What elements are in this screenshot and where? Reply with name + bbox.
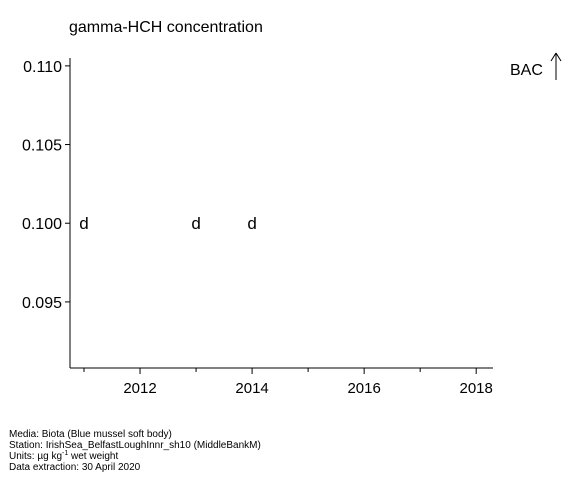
y-tick-label: 0.110 [23, 59, 62, 76]
x-tick-label: 2016 [347, 380, 380, 397]
metadata-footer: Media: Biota (Blue mussel soft body) Sta… [9, 429, 261, 473]
bac-label-text: BAC [510, 62, 543, 79]
chart-title: gamma-HCH concentration [69, 19, 263, 36]
x-tick-label: 2018 [460, 380, 493, 397]
y-tick-label: 0.100 [22, 216, 62, 233]
footer-media: Media: Biota (Blue mussel soft body) [9, 429, 172, 440]
footer-units: Units: µg kg-1 wet weight [9, 450, 261, 462]
data-point: d [247, 214, 256, 233]
up-arrow-icon [550, 52, 562, 80]
footer-extraction: Data extraction: 30 April 2020 [9, 462, 141, 473]
data-point: d [191, 214, 200, 233]
y-tick-label: 0.095 [22, 295, 62, 312]
bac-annotation: BAC [510, 51, 562, 81]
footer-units-suffix: wet weight [68, 451, 119, 462]
footer-units-prefix: Units: µg kg [9, 451, 63, 462]
y-tick-label: 0.105 [22, 138, 62, 155]
footer-station: Station: IrishSea_BelfastLoughInnr_sh10 … [9, 440, 261, 451]
x-tick-label: 2012 [123, 380, 156, 397]
x-tick-label: 2014 [235, 380, 268, 397]
footer-units-sup: -1 [62, 450, 69, 457]
data-point: d [79, 214, 88, 233]
